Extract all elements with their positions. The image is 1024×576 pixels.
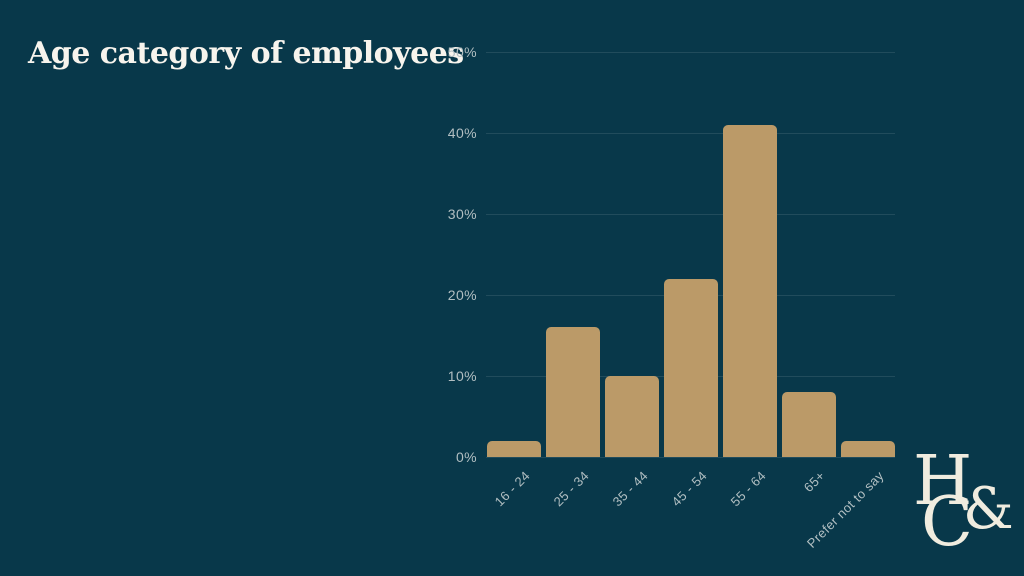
- x-axis-tick-label: 16 - 24: [491, 468, 533, 510]
- x-axis-tick-label: 45 - 54: [668, 468, 710, 510]
- gridline: [486, 133, 895, 134]
- logo-ampersand-icon: &: [963, 476, 1014, 542]
- bar-35 - 44: [605, 376, 659, 457]
- gridline: [486, 52, 895, 53]
- y-axis-tick-label: 0%: [455, 449, 477, 465]
- company-logo: H C &: [905, 440, 1015, 565]
- y-axis-tick-label: 20%: [447, 287, 477, 303]
- logo-letter-h: H: [913, 442, 973, 521]
- y-axis-tick-label: 10%: [447, 368, 477, 384]
- chart-title: Age category of employees: [28, 36, 464, 72]
- bar-65+: [782, 392, 836, 457]
- x-axis-tick-label: 35 - 44: [609, 468, 651, 510]
- plot-area: [486, 52, 895, 458]
- bar-Prefer not to say: [841, 441, 895, 457]
- x-axis-tick-label: 25 - 34: [550, 468, 592, 510]
- x-axis-tick-label: 65+: [800, 468, 828, 496]
- gridline: [486, 457, 895, 458]
- y-axis-tick-label: 50%: [447, 44, 477, 60]
- bar-16 - 24: [487, 441, 541, 457]
- bar-25 - 34: [546, 327, 600, 457]
- logo-letter-c: C: [921, 483, 974, 562]
- y-axis-tick-label: 40%: [447, 125, 477, 141]
- gridline: [486, 214, 895, 215]
- bar-55 - 64: [723, 125, 777, 457]
- bar-45 - 54: [664, 279, 718, 457]
- x-axis-tick-label: 55 - 64: [727, 468, 769, 510]
- y-axis-tick-label: 30%: [447, 206, 477, 222]
